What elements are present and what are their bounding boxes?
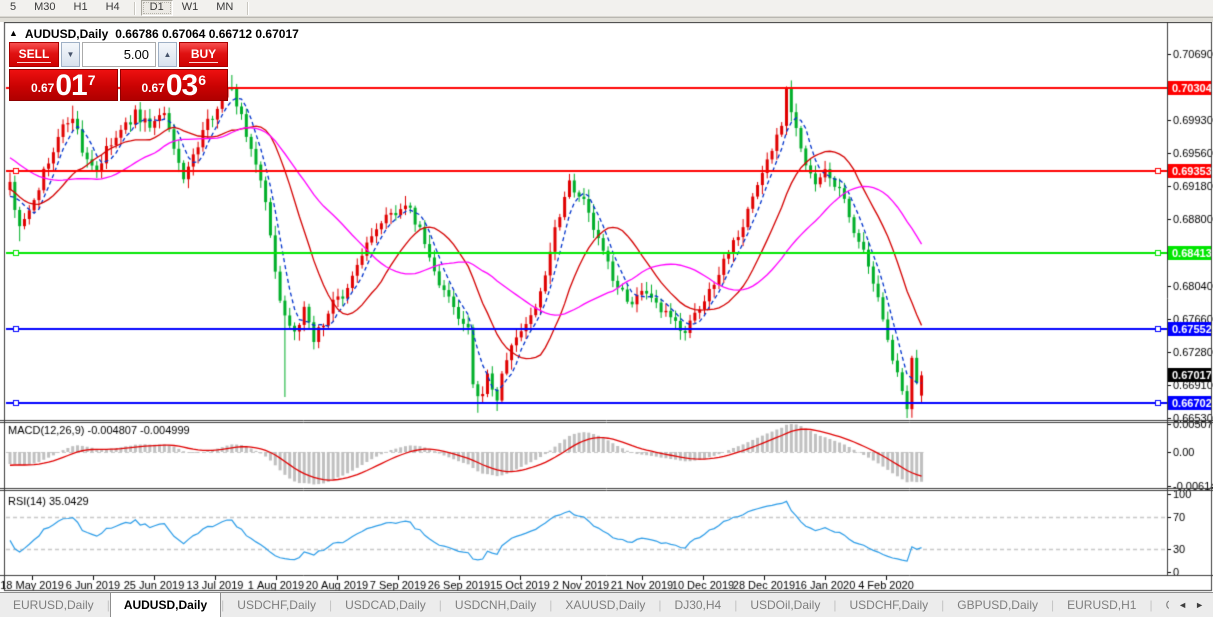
toolbar-separator bbox=[133, 1, 136, 15]
symbol-tab[interactable]: GBPUSD,Daily bbox=[957, 598, 1038, 612]
buy-price-panel[interactable]: 0.67 03 6 bbox=[119, 69, 228, 102]
tab-separator: | bbox=[1050, 598, 1055, 612]
sell-price-prefix: 0.67 bbox=[30, 81, 55, 95]
sell-button[interactable]: SELL bbox=[9, 42, 59, 67]
buy-price-pip: 6 bbox=[198, 72, 207, 88]
symbol-tab[interactable]: XAUUSD,Daily bbox=[565, 598, 646, 612]
symbol-tab[interactable]: EURUSD,H1 bbox=[1067, 598, 1137, 612]
timeframe-button-mn[interactable]: MN bbox=[216, 1, 234, 13]
toolbar-separator bbox=[247, 1, 250, 15]
volume-increase-icon[interactable]: ▲ bbox=[158, 42, 177, 67]
tab-separator: | bbox=[1149, 598, 1153, 612]
timeframe-button-w1[interactable]: W1 bbox=[181, 1, 199, 13]
volume-decrease-icon[interactable]: ▼ bbox=[61, 42, 80, 67]
tab-scroll-right-icon[interactable]: ► bbox=[1195, 600, 1204, 610]
symbol-tab[interactable]: USDCAD,Daily bbox=[345, 598, 426, 612]
chart-title: ▲ AUDUSD,Daily 0.66786 0.67064 0.66712 0… bbox=[9, 27, 299, 41]
timeframe-button-d1[interactable]: D1 bbox=[140, 0, 173, 16]
tab-separator: | bbox=[734, 598, 738, 612]
tab-separator: | bbox=[438, 598, 442, 612]
timeframe-button-h1[interactable]: H1 bbox=[73, 1, 88, 13]
symbol-tab[interactable]: GBPAUD,H1 bbox=[1153, 593, 1170, 617]
chart-window: ▲ AUDUSD,Daily 0.66786 0.67064 0.66712 0… bbox=[0, 22, 1213, 592]
tab-separator: | bbox=[833, 598, 837, 612]
symbol-tab[interactable]: EURUSD,Daily bbox=[13, 598, 94, 612]
chart-symbol-label: AUDUSD,Daily bbox=[24, 27, 109, 41]
symbol-tab[interactable]: AUDUSD,Daily bbox=[109, 593, 222, 617]
timeframe-button-h4[interactable]: H4 bbox=[105, 1, 120, 13]
buy-button[interactable]: BUY bbox=[179, 42, 228, 67]
tab-separator: | bbox=[106, 598, 110, 612]
symbol-tab-bar: EURUSD,Daily | AUDUSD,Daily | USDCHF,Daily | U… bbox=[0, 592, 1213, 617]
chart-ohlc-values: 0.66786 0.67064 0.66712 0.67017 bbox=[115, 27, 299, 41]
one-click-trade-panel: SELL ▼ ▲ BUY 0.67 01 7 0.67 03 6 bbox=[9, 42, 228, 101]
tab-separator: | bbox=[549, 598, 553, 612]
tab-scroll-controls: ◄ ► bbox=[1169, 593, 1213, 617]
tab-separator: | bbox=[941, 598, 945, 612]
buy-price-big: 03 bbox=[165, 69, 198, 102]
volume-field-wrap bbox=[82, 42, 156, 67]
tab-scroll-left-icon[interactable]: ◄ bbox=[1178, 600, 1188, 610]
price-chart-canvas[interactable] bbox=[0, 22, 1213, 592]
symbol-tab[interactable]: USDCHF,Daily bbox=[849, 598, 929, 612]
buy-price-prefix: 0.67 bbox=[141, 81, 165, 95]
collapse-panel-icon[interactable]: ▲ bbox=[9, 28, 18, 38]
tab-separator: | bbox=[221, 598, 225, 612]
symbol-tab[interactable]: USDOil,Daily bbox=[750, 598, 821, 612]
tab-separator: | bbox=[328, 598, 333, 612]
tab-separator: | bbox=[658, 598, 662, 612]
sell-price-panel[interactable]: 0.67 01 7 bbox=[9, 69, 118, 101]
volume-input[interactable] bbox=[83, 43, 155, 66]
sell-price-big: 01 bbox=[55, 69, 87, 102]
timeframe-button-m30[interactable]: M30 bbox=[34, 1, 56, 13]
timeframe-toolbar: 5 M30 H1 H4 D1 W1 MN bbox=[0, 0, 1213, 17]
toolbar-edge-band bbox=[0, 17, 1213, 22]
sell-price-pip: 7 bbox=[87, 72, 96, 88]
symbol-tab[interactable]: USDCHF,Daily bbox=[237, 598, 316, 612]
timeframe-button-5[interactable]: 5 bbox=[10, 1, 17, 13]
symbol-tab[interactable]: DJ30,H4 bbox=[674, 598, 722, 612]
symbol-tab[interactable]: USDCNH,Daily bbox=[454, 598, 537, 612]
